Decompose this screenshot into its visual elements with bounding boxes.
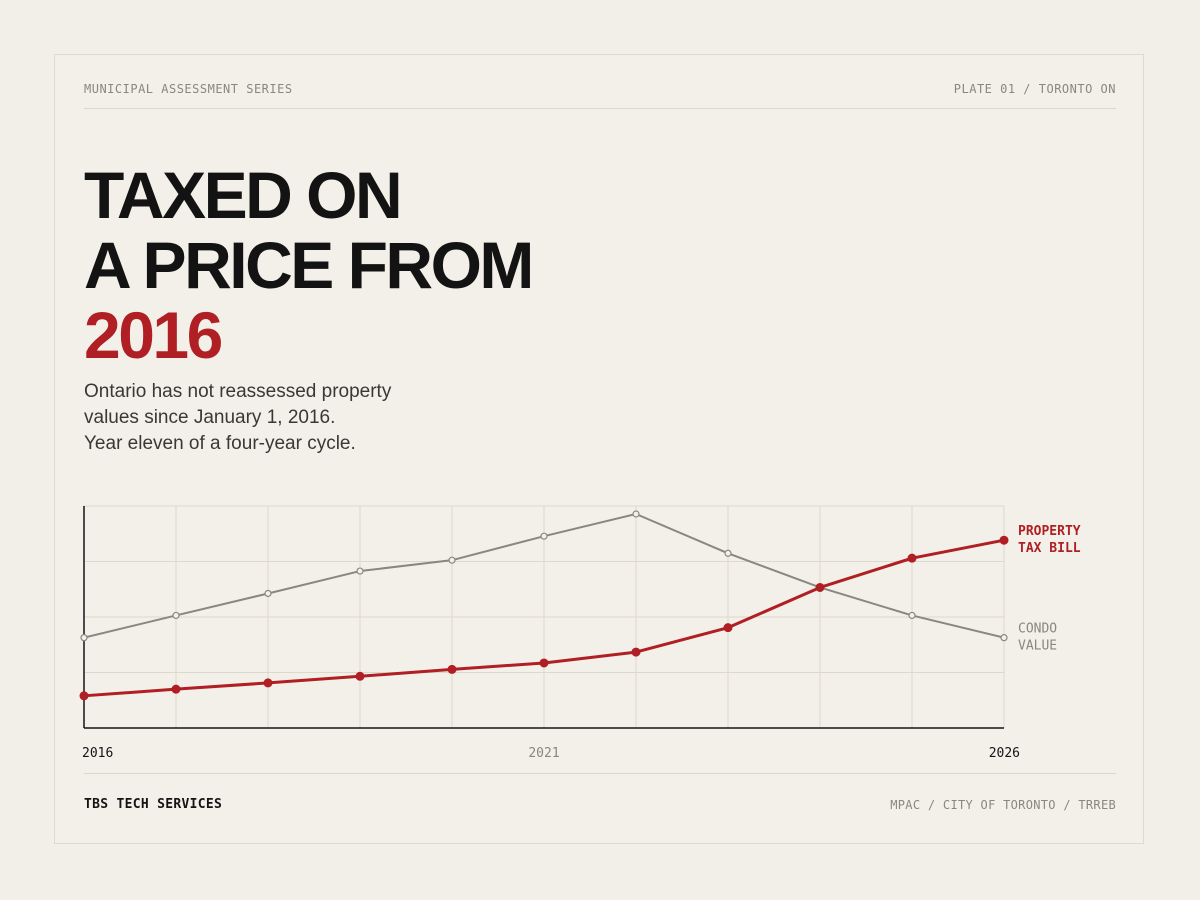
subtitle: Ontario has not reassessed property valu… bbox=[84, 379, 504, 457]
plate-frame bbox=[54, 54, 1144, 844]
series-label-condo-value: CONDO bbox=[1018, 622, 1057, 637]
data-point-condo-value bbox=[540, 532, 548, 540]
headline-line-1: TAXED ON bbox=[84, 158, 403, 232]
data-point-property-tax bbox=[907, 553, 917, 563]
data-point-condo-value bbox=[356, 567, 364, 575]
footer: TBS TECH SERVICES MPAC / CITY OF TORONTO… bbox=[84, 773, 1116, 814]
data-point-property-tax bbox=[355, 671, 365, 681]
data-point-condo-value bbox=[172, 611, 180, 620]
data-point-property-tax bbox=[539, 658, 549, 668]
headline-year: 2016 bbox=[84, 298, 223, 372]
subtitle-line-1: Ontario has not reassessed property bbox=[84, 381, 392, 402]
data-point-property-tax bbox=[79, 691, 89, 701]
subtitle-line-2: values since January 1, 2016. bbox=[84, 407, 336, 428]
brand-label: TBS TECH SERVICES bbox=[84, 797, 223, 812]
data-point-condo-value bbox=[908, 611, 916, 620]
data-point-condo-value bbox=[264, 589, 272, 598]
plate-label: PLATE 01 / TORONTO ON bbox=[953, 82, 1116, 96]
series-label-condo-value: VALUE bbox=[1018, 639, 1057, 654]
series-label-property-tax: TAX BILL bbox=[1018, 541, 1081, 556]
data-point-condo-value bbox=[1000, 634, 1008, 642]
data-point-property-tax bbox=[723, 623, 733, 633]
data-point-property-tax bbox=[171, 684, 181, 694]
data-point-property-tax bbox=[999, 535, 1009, 545]
sources-label: MPAC / CITY OF TORONTO / TRREB bbox=[890, 798, 1116, 812]
data-point-condo-value bbox=[80, 634, 88, 642]
data-point-condo-value bbox=[632, 510, 640, 518]
x-tick-label: 2026 bbox=[989, 746, 1020, 761]
data-point-property-tax bbox=[263, 678, 273, 688]
data-point-condo-value bbox=[448, 556, 456, 564]
subtitle-line-3: Year eleven of a four-year cycle. bbox=[84, 433, 356, 454]
data-point-property-tax bbox=[815, 582, 825, 592]
data-point-property-tax bbox=[447, 664, 457, 674]
data-point-condo-value bbox=[724, 549, 732, 557]
top-bar: MUNICIPAL ASSESSMENT SERIES PLATE 01 / T… bbox=[84, 82, 1116, 109]
data-point-property-tax bbox=[631, 647, 641, 657]
headline: TAXED ON A PRICE FROM 2016 bbox=[84, 158, 534, 372]
series-label: MUNICIPAL ASSESSMENT SERIES bbox=[84, 82, 293, 96]
x-tick-label: 2021 bbox=[528, 746, 559, 761]
headline-line-2: A PRICE FROM bbox=[84, 228, 534, 302]
series-label-property-tax: PROPERTY bbox=[1018, 524, 1081, 539]
x-tick-label: 2016 bbox=[82, 746, 113, 761]
